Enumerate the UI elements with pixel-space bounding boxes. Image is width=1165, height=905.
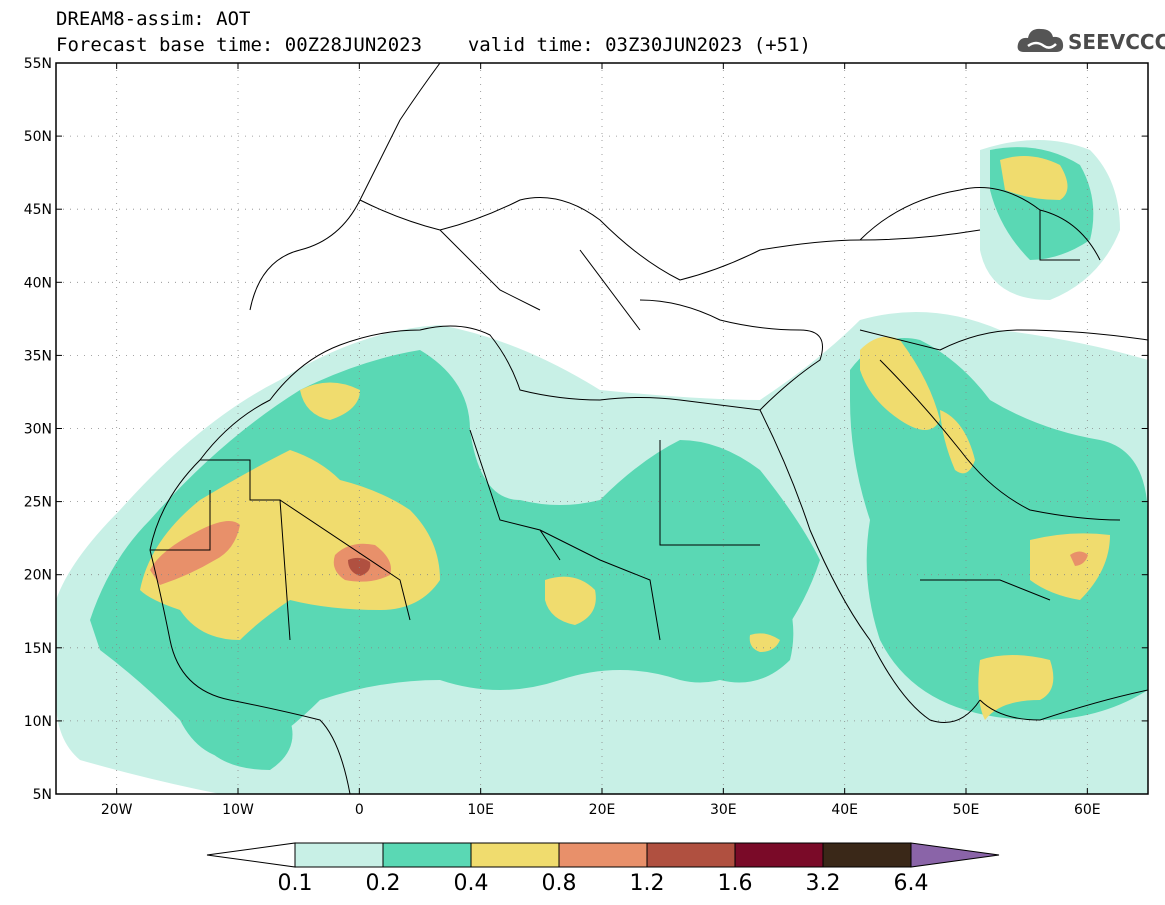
aot-band-1.2 bbox=[348, 557, 371, 576]
lon-tick-label: 30E bbox=[710, 802, 737, 818]
lon-tick-label: 20E bbox=[589, 802, 616, 818]
colorbar-label: 6.4 bbox=[894, 871, 929, 896]
lon-tick-label: 40E bbox=[831, 802, 858, 818]
colorbar-label: 3.2 bbox=[806, 871, 841, 896]
lat-tick-label: 45N bbox=[24, 202, 52, 218]
lon-tick-label: 50E bbox=[953, 802, 980, 818]
lon-tick-label: 60E bbox=[1074, 802, 1101, 818]
colorbar-label: 0.8 bbox=[542, 871, 577, 896]
lat-tick-label: 40N bbox=[24, 275, 52, 291]
colorbar-segment bbox=[822, 842, 912, 868]
lon-tick-label: 10E bbox=[467, 802, 494, 818]
map-title: DREAM8-assim: AOT bbox=[56, 8, 251, 30]
grid-lines bbox=[56, 63, 1148, 794]
coastlines-borders bbox=[149, 63, 1148, 794]
colorbar-segment bbox=[558, 842, 648, 868]
valid-time: valid time: 03Z30JUN2023 (+51) bbox=[467, 34, 811, 56]
lat-tick-label: 50N bbox=[24, 129, 52, 145]
colorbar-label: 0.2 bbox=[366, 871, 401, 896]
cloud-logo-icon bbox=[1017, 28, 1064, 52]
lat-tick-label: 5N bbox=[33, 787, 52, 803]
colorbar-segment bbox=[382, 842, 472, 868]
lon-tick-label: 10W bbox=[222, 802, 254, 818]
colorbar-segment bbox=[646, 842, 736, 868]
axis-ticks: 55N 50N 45N 40N 35N 30N 25N 20N 15N 10N 5N 20W 10W 0 1… bbox=[24, 56, 1148, 818]
lat-tick-label: 55N bbox=[24, 56, 52, 72]
lat-tick-label: 20N bbox=[24, 568, 52, 584]
lat-tick-label: 10N bbox=[24, 714, 52, 730]
lon-tick-label: 20W bbox=[101, 802, 133, 818]
aot-band-0.4 bbox=[140, 156, 1110, 720]
lat-tick-label: 30N bbox=[24, 422, 52, 438]
colorbar-label: 0.4 bbox=[454, 871, 489, 896]
colorbar-over-arrow bbox=[910, 842, 1000, 868]
colorbar-segment bbox=[734, 842, 824, 868]
lat-tick-label: 35N bbox=[24, 348, 52, 364]
forecast-time-line: Forecast base time: 00Z28JUN2023 valid t… bbox=[56, 34, 811, 56]
lat-tick-label: 25N bbox=[24, 495, 52, 511]
logo-text: SEEVCCC bbox=[1068, 30, 1165, 54]
base-time: Forecast base time: 00Z28JUN2023 bbox=[56, 34, 423, 56]
lat-tick-label: 15N bbox=[24, 641, 52, 657]
colorbar: 0.1 0.2 0.4 0.8 1.2 1.6 3.2 6.4 bbox=[206, 842, 1000, 896]
aot-band-0.2 bbox=[90, 147, 1148, 770]
colorbar-under-arrow bbox=[206, 842, 296, 868]
colorbar-segment bbox=[470, 842, 560, 868]
lon-tick-label: 0 bbox=[355, 802, 364, 818]
colorbar-label: 1.2 bbox=[630, 871, 665, 896]
colorbar-label: 0.1 bbox=[278, 871, 313, 896]
aot-field bbox=[56, 140, 1148, 794]
seevccc-logo: SEEVCCC bbox=[1016, 24, 1165, 58]
colorbar-segment bbox=[294, 842, 384, 868]
colorbar-label: 1.6 bbox=[718, 871, 753, 896]
